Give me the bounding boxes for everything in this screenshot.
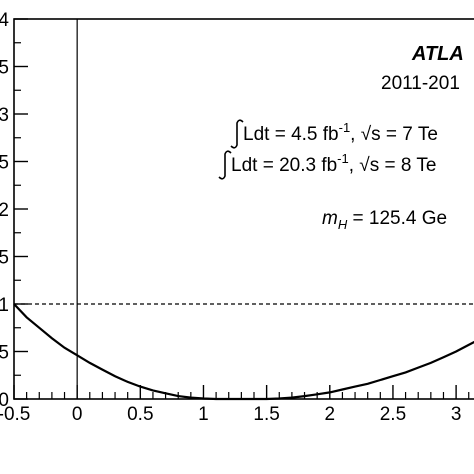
lumi-8tev-energy: , √s = 8 Te [349,155,437,176]
lumi-7tev-exponent: -1 [339,120,351,135]
x-tick-label-0: -0.5 [0,404,30,425]
y-tick-label-6: 3 [0,105,9,126]
y-tick-label-4: 2 [0,200,9,221]
lumi-8tev-label: Ldt = 20.3 fb-1, √s = 8 Te [218,150,436,180]
mass-label: mH = 125.4 Ge [322,208,447,232]
x-tick-label-1: 0 [72,404,83,425]
lumi-7tev-text: Ldt = 4.5 fb [243,124,339,145]
y-tick-label-3: 1.5 [0,248,9,269]
x-tick-label-2: 0.5 [127,404,153,425]
y-tick-label-7: 3.5 [0,58,9,79]
y-axis-ticks [14,18,28,400]
y-tick-label-1: 0.5 [0,343,9,364]
x-tick-label-6: 2.5 [380,404,406,425]
x-tick-label-4: 1.5 [253,404,279,425]
lumi-8tev-text: Ldt = 20.3 fb [231,155,337,176]
series-line [13,303,474,401]
svg-text:Ldt = 4.5 fb-1, √s = 7 Te: Ldt = 4.5 fb-1, √s = 7 Te [243,120,438,145]
years-label: 2011-201 [381,73,460,94]
lumi-7tev-label: Ldt = 4.5 fb-1, √s = 7 Te [230,119,438,149]
x-tick-label-7: 3 [451,404,462,425]
x-tick-label-3: 1 [198,404,209,425]
x-axis-tick-labels: -0.5 0 0.5 1 1.5 2 2.5 3 [0,404,461,425]
mass-subscript: H [338,217,348,232]
mass-value: = 125.4 Ge [347,208,447,229]
x-tick-label-5: 2 [325,404,336,425]
y-tick-label-8: 4 [0,10,9,31]
x-axis-ticks [13,385,470,399]
y-tick-label-2: 1 [0,295,9,316]
svg-text:Ldt = 20.3 fb-1, √s = 8 Te: Ldt = 20.3 fb-1, √s = 8 Te [231,151,436,176]
experiment-label: ATLA [411,43,464,65]
y-tick-label-0: 0 [0,390,9,411]
mass-symbol: m [322,208,338,229]
y-axis-tick-labels: 0 0.5 1 1.5 2 2.5 3 3.5 4 [0,10,9,411]
integral-sign-icon [230,119,244,149]
lumi-7tev-energy: , √s = 7 Te [350,124,438,145]
y-tick-label-5: 2.5 [0,153,9,174]
lumi-8tev-exponent: -1 [337,151,349,166]
integral-sign-icon-2 [218,150,232,180]
